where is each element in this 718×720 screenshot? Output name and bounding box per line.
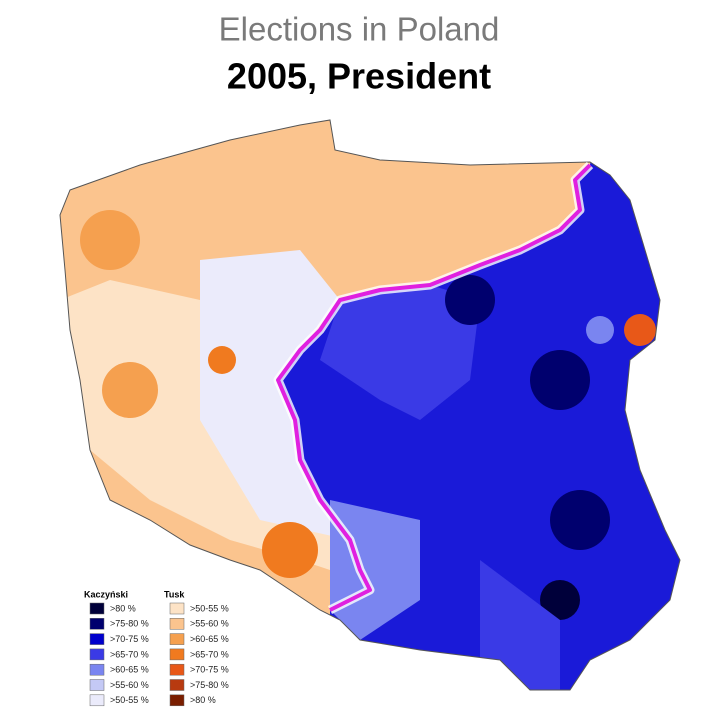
legend-label: >55-60 % <box>190 619 229 629</box>
region <box>530 350 590 410</box>
region <box>550 490 610 550</box>
legend-label: >75-80 % <box>190 680 229 690</box>
legend-label: >65-70 % <box>110 649 149 659</box>
legend-swatch <box>169 648 185 661</box>
region <box>102 362 158 418</box>
poland-map <box>60 120 680 690</box>
region <box>320 285 480 420</box>
legend-swatch <box>169 618 185 630</box>
title: Elections in Poland <box>219 11 500 48</box>
region <box>586 316 614 344</box>
legend-swatch <box>169 694 185 707</box>
legend-label: >50-55 % <box>190 603 229 613</box>
legend-label: >55-60 % <box>110 680 149 690</box>
legend-label: >75-80 % <box>110 619 149 629</box>
legend-swatch <box>89 694 105 707</box>
legend-swatch <box>169 663 185 676</box>
legend-swatch <box>169 602 185 615</box>
legend-swatch <box>89 633 105 645</box>
legend-label: >60-65 % <box>190 634 229 644</box>
legend-label: >60-65 % <box>110 665 149 675</box>
legend-label: >80 % <box>110 603 136 613</box>
legend-heading: Tusk <box>164 589 185 599</box>
legend-label: >65-70 % <box>190 649 229 659</box>
divide-line <box>276 163 592 612</box>
region <box>208 346 236 374</box>
region <box>540 580 580 620</box>
region <box>262 522 318 578</box>
legend: Kaczyński >80 % >75-80 % >70-75 % >65-70 % >6… <box>84 589 229 707</box>
legend-swatch <box>89 618 105 630</box>
legend-swatch <box>89 602 105 615</box>
legend-swatch <box>89 663 105 676</box>
legend-swatch <box>89 648 105 661</box>
legend-label: >70-75 % <box>110 634 149 644</box>
central-light <box>200 250 350 540</box>
legend-swatch <box>89 679 105 691</box>
legend-label: >50-55 % <box>110 695 149 705</box>
legend-heading: Kaczyński <box>84 589 128 599</box>
legend-label: >70-75 % <box>190 665 229 675</box>
legend-swatch <box>169 679 185 691</box>
legend-swatch <box>169 633 185 645</box>
border <box>59 119 681 691</box>
region <box>624 314 656 346</box>
subtitle: 2005, President <box>227 56 491 97</box>
legend-label: >80 % <box>190 695 216 705</box>
region <box>80 210 140 270</box>
region <box>445 275 495 325</box>
region <box>330 500 420 640</box>
